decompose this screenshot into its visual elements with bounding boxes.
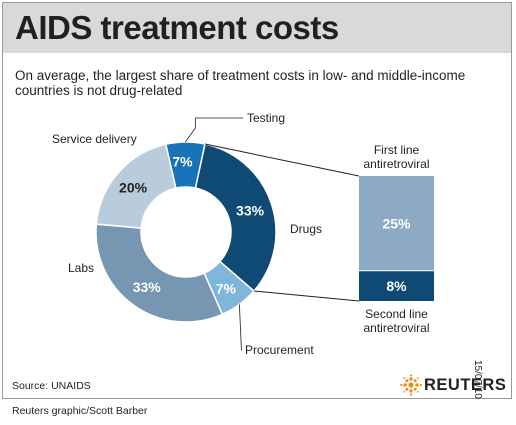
donut-label-drugs: Drugs: [290, 222, 322, 236]
chart-title: AIDS treatment costs: [15, 9, 339, 46]
reuters-dot-logo-icon: [400, 374, 422, 396]
bar-label-first-line-antiretroviral-line1: First line: [374, 143, 420, 157]
bar-label-second-line-antiretroviral: Second line antiretroviral: [363, 307, 429, 335]
bar-label-first-line-antiretroviral: First line antiretroviral: [363, 143, 429, 171]
chart-subtitle: On average, the largest share of treatme…: [15, 68, 466, 98]
leader-line-procurement: [239, 304, 242, 351]
donut-label-procurement: Procurement: [245, 343, 314, 357]
bar-segment-second-line-antiretroviral: [359, 270, 434, 301]
donut-label-labs: Labs: [68, 261, 94, 275]
donut-slice-service-delivery: [95, 143, 177, 229]
bar-label-first-line-antiretroviral-line2: antiretroviral: [363, 157, 429, 171]
donut-slice-drugs: [194, 143, 277, 293]
bar-value-first-line-antiretroviral: 25%: [382, 215, 411, 231]
graphic-credit: Reuters graphic/Scott Barber: [12, 405, 148, 417]
donut-value-service-delivery: 20%: [119, 180, 148, 196]
donut-chart: [95, 141, 277, 323]
leader-line-testing: [185, 117, 243, 143]
donut-value-labs: 33%: [133, 279, 162, 295]
bar-segment-first-line-antiretroviral: [359, 176, 434, 271]
reuters-wordmark: REUTERS: [424, 376, 507, 394]
donut-value-procurement: 7%: [216, 281, 237, 297]
connector-top: [204, 143, 360, 177]
donut-value-testing: 7%: [172, 154, 193, 170]
source-note: Source: UNAIDS: [12, 380, 91, 392]
breakout-connectors: [204, 143, 360, 302]
title-bar: AIDS treatment costs: [3, 3, 511, 53]
chart-labels: 7% 33% 7% 33% 20% Testing Drugs Procurement Labs…: [52, 111, 430, 357]
donut-label-service-delivery: Service delivery: [52, 132, 137, 146]
bar-value-second-line-antiretroviral: 8%: [386, 278, 407, 294]
reuters-logo: REUTERS: [400, 374, 508, 398]
bar-label-second-line-antiretroviral-line1: Second line: [365, 307, 428, 321]
bar-label-second-line-antiretroviral-line2: antiretroviral: [363, 321, 429, 335]
donut-value-drugs: 33%: [236, 203, 265, 219]
stacked-bar-chart: [359, 176, 434, 301]
donut-label-testing: Testing: [247, 111, 285, 125]
donut-slice-labs: [95, 223, 224, 323]
connector-bottom: [253, 290, 360, 302]
